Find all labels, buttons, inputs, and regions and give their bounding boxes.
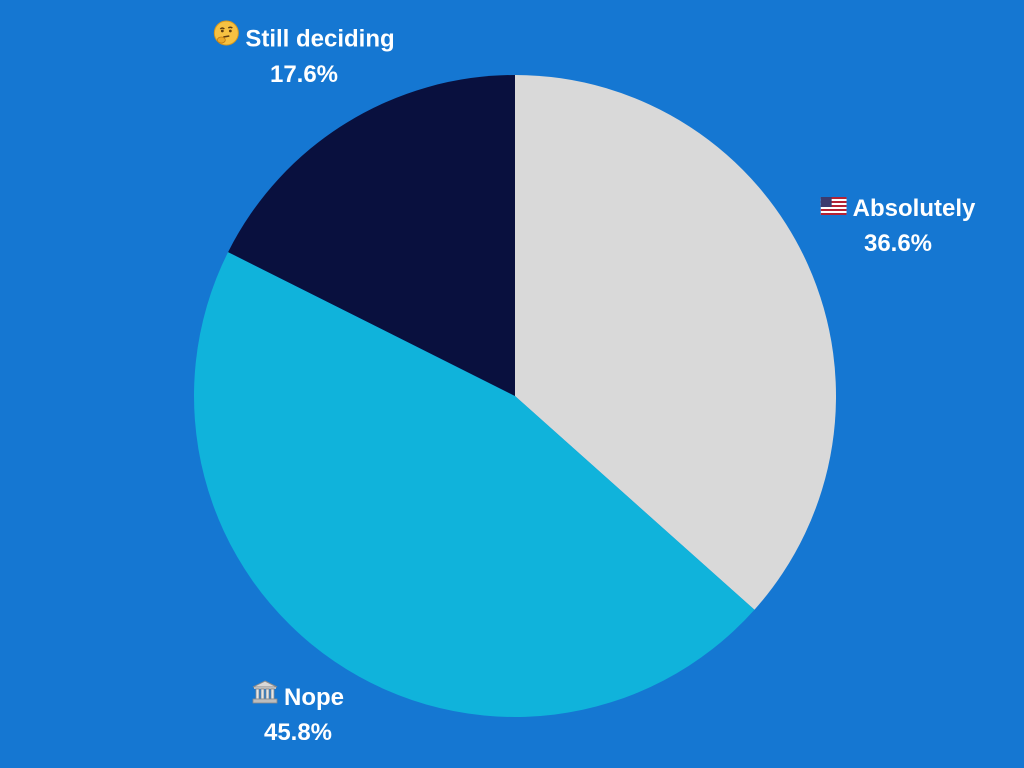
slice-category-label: Still deciding <box>245 25 395 53</box>
slice-value-label: 36.6% <box>863 229 933 257</box>
us-flag-icon <box>820 191 847 225</box>
slice-label-nope: Nope 45.8% <box>252 680 344 750</box>
classical-building-icon <box>252 680 278 714</box>
slice-category-label: Nope <box>284 684 344 711</box>
pie-slice-nope <box>194 252 755 717</box>
slice-label-absolutely: Absolutely 36.6% <box>820 191 976 261</box>
slice-category-label: Absolutely <box>852 195 976 222</box>
slice-value-label: 45.8% <box>263 718 333 746</box>
slice-label-still-deciding: Still deciding 17.6% <box>213 20 395 92</box>
slice-value-label: 17.6% <box>269 61 339 88</box>
thinking-face-icon <box>213 20 239 56</box>
pie-slice-absolutely <box>515 75 837 610</box>
pie-slice-still-deciding <box>228 75 515 396</box>
